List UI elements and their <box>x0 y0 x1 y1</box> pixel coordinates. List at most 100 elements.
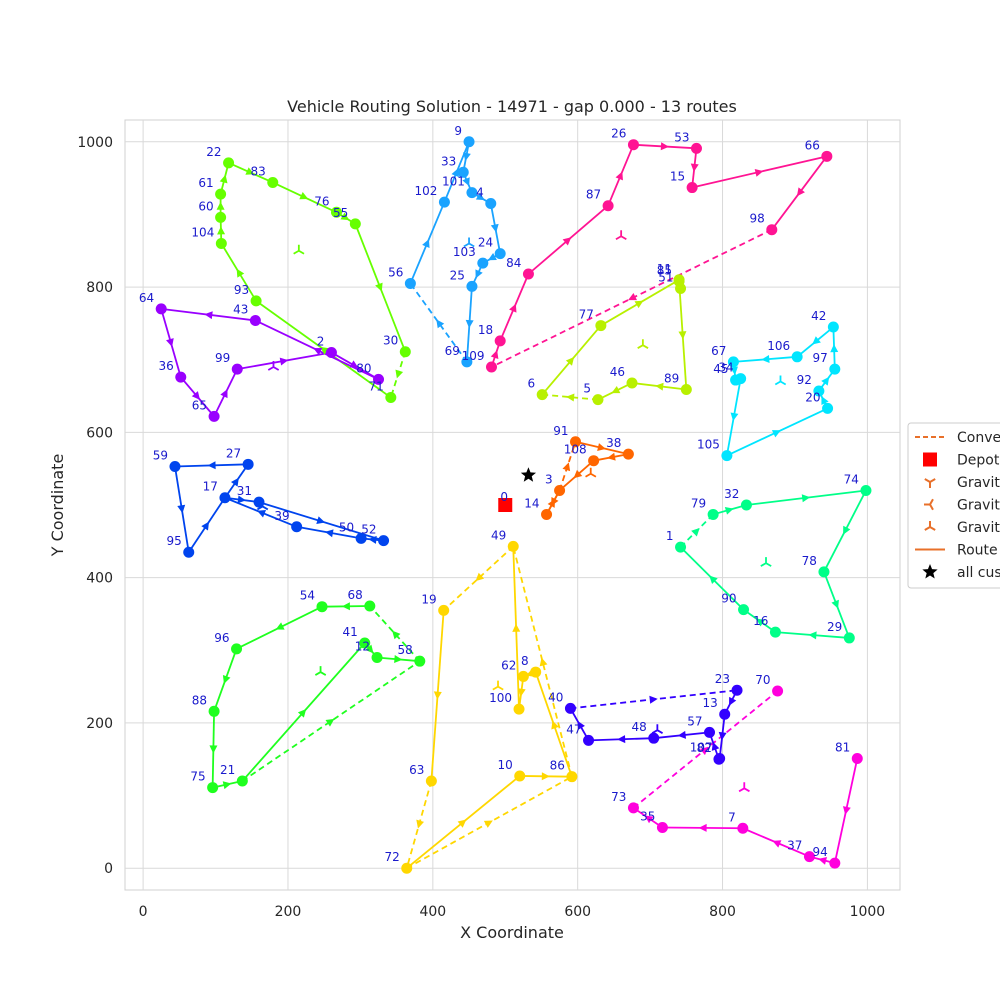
customer-node <box>704 727 715 738</box>
customer-node <box>583 735 594 746</box>
customer-node-label: 24 <box>478 236 493 250</box>
customer-node-label: 27 <box>226 446 241 460</box>
customer-node <box>603 200 614 211</box>
customer-node <box>852 753 863 764</box>
customer-node <box>405 278 416 289</box>
customer-node <box>566 771 577 782</box>
customer-node-label: 97 <box>813 351 828 365</box>
legend: ConveDepotGravitGravitGravitRouteall cus <box>908 423 1000 588</box>
customer-node-label: 43 <box>233 302 248 316</box>
customer-node-label: 29 <box>827 620 842 634</box>
customer-node <box>223 157 234 168</box>
customer-node-label: 21 <box>220 763 235 777</box>
customer-node <box>628 802 639 813</box>
customer-node <box>215 189 226 200</box>
customer-node-label: 90 <box>721 592 736 606</box>
customer-node <box>732 685 743 696</box>
customer-node <box>648 733 659 744</box>
customer-node-label: 94 <box>813 845 828 859</box>
customer-node-label: 95 <box>166 534 181 548</box>
customer-node <box>844 632 855 643</box>
customer-node <box>828 322 839 333</box>
customer-node-label: 6 <box>528 377 536 391</box>
customer-node <box>215 212 226 223</box>
customer-node <box>253 497 264 508</box>
customer-node-label: 100 <box>489 691 512 705</box>
customer-node-label: 2 <box>317 334 325 348</box>
customer-node-label: 56 <box>388 265 403 279</box>
customer-node-label: 78 <box>802 554 817 568</box>
customer-node-label: 82 <box>697 741 712 755</box>
customer-node <box>207 782 218 793</box>
customer-node-label: 57 <box>687 714 702 728</box>
customer-node <box>537 389 548 400</box>
customer-node-label: 55 <box>333 206 348 220</box>
customer-node <box>541 509 552 520</box>
customer-node-label: 53 <box>674 130 689 144</box>
customer-node-label: 80 <box>356 361 371 375</box>
customer-node-label: 18 <box>478 323 493 337</box>
customer-node-label: 22 <box>206 145 221 159</box>
customer-node-label: 1 <box>666 529 674 543</box>
customer-node <box>721 450 732 461</box>
customer-node <box>737 823 748 834</box>
customer-node-label: 87 <box>586 188 601 202</box>
customer-node-label: 89 <box>664 372 679 386</box>
y-axis-label: Y Coordinate <box>48 454 67 558</box>
customer-node <box>766 224 777 235</box>
customer-node <box>687 182 698 193</box>
customer-node <box>530 667 541 678</box>
customer-node-label: 8 <box>521 654 529 668</box>
vrp-chart: 1439138108525039172759953145341052092974… <box>0 0 1000 1000</box>
x-tick-label: 800 <box>709 904 736 920</box>
customer-node-label: 84 <box>506 256 521 270</box>
customer-node <box>175 372 186 383</box>
customer-node <box>486 361 497 372</box>
customer-node-label: 68 <box>348 588 363 602</box>
customer-node-label: 48 <box>631 720 646 734</box>
customer-node-label: 16 <box>753 614 768 628</box>
customer-node <box>317 601 328 612</box>
customer-node <box>364 600 375 611</box>
customer-node-label: 33 <box>441 154 456 168</box>
customer-node-label: 91 <box>553 424 568 438</box>
customer-node-label: 26 <box>611 127 626 141</box>
customer-node-label: 50 <box>339 520 354 534</box>
x-tick-label: 600 <box>564 904 591 920</box>
customer-node <box>674 276 685 287</box>
customer-node-label: 99 <box>215 351 230 365</box>
legend-label: Conve <box>957 430 1000 446</box>
customer-node <box>818 566 829 577</box>
y-tick-label: 200 <box>86 716 113 732</box>
x-tick-label: 0 <box>139 904 148 920</box>
x-tick-label: 200 <box>275 904 302 920</box>
customer-node-label: 15 <box>670 170 685 184</box>
customer-node-label: 86 <box>550 759 565 773</box>
customer-node <box>237 776 248 787</box>
legend-swatch-square <box>923 453 937 467</box>
customer-node <box>156 303 167 314</box>
customer-node-label: 59 <box>153 449 168 463</box>
customer-node-label: 81 <box>835 741 850 755</box>
customer-node <box>628 139 639 150</box>
y-tick-label: 1000 <box>77 135 113 151</box>
legend-label: Gravit <box>957 498 1000 514</box>
customer-node <box>426 776 437 787</box>
x-tick-label: 1000 <box>850 904 886 920</box>
customer-node <box>508 541 519 552</box>
customer-node <box>623 449 634 460</box>
customer-node-label: 34 <box>718 361 733 375</box>
customer-node-label: 103 <box>453 245 476 259</box>
customer-node <box>209 706 220 717</box>
customer-node-label: 67 <box>711 344 726 358</box>
customer-node-label: 85 <box>657 263 672 277</box>
customer-node-label: 13 <box>702 696 717 710</box>
customer-node-label: 72 <box>384 850 399 864</box>
customer-node <box>691 143 702 154</box>
customer-node-label: 102 <box>415 184 438 198</box>
customer-node-label: 31 <box>237 484 252 498</box>
customer-node <box>372 652 383 663</box>
customer-node <box>401 863 412 874</box>
customer-node-label: 76 <box>314 194 329 208</box>
x-tick-label: 400 <box>419 904 446 920</box>
